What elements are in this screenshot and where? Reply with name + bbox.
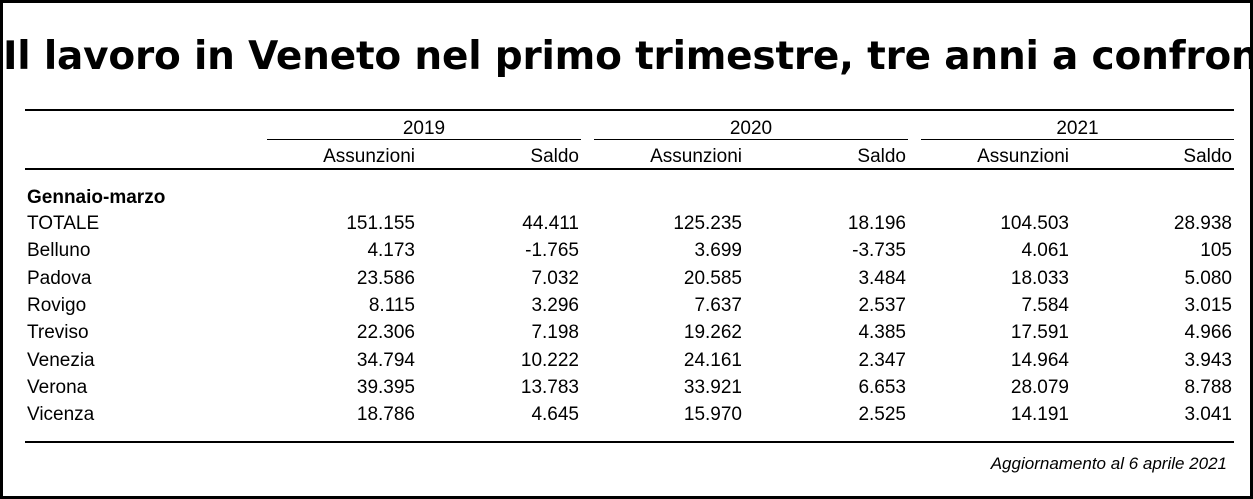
- table-cell: 6.653: [858, 377, 906, 398]
- table-cell: 2.537: [858, 295, 906, 316]
- table-cell: 3.041: [1184, 404, 1232, 425]
- subheader-assunzioni-2019: Assunzioni: [323, 146, 415, 167]
- table-cell: 125.235: [673, 213, 742, 234]
- table-cell: 104.503: [1000, 213, 1069, 234]
- table-cell: 20.585: [683, 268, 742, 289]
- table-cell: 18.196: [847, 213, 906, 234]
- table-cell: 105: [1200, 240, 1232, 261]
- table-cell: 28.079: [1010, 377, 1069, 398]
- table-cell: 14.191: [1010, 404, 1069, 425]
- table-cell: 4.385: [858, 322, 906, 343]
- row-label: Padova: [27, 268, 92, 289]
- table-cell: 3.699: [694, 240, 742, 261]
- row-label: Venezia: [27, 350, 95, 371]
- table-cell: 4.061: [1021, 240, 1069, 261]
- row-label: Belluno: [27, 240, 91, 261]
- subheader-saldo-2019: Saldo: [530, 146, 579, 167]
- table-cell: 7.584: [1021, 295, 1069, 316]
- subheader-assunzioni-2021: Assunzioni: [977, 146, 1069, 167]
- row-label: Rovigo: [27, 295, 87, 316]
- table-cell: 18.033: [1010, 268, 1069, 289]
- table-cell: 5.080: [1184, 268, 1232, 289]
- table-cell: 7.198: [531, 322, 579, 343]
- table-cell: 3.015: [1184, 295, 1232, 316]
- table-cell: 33.921: [683, 377, 742, 398]
- subheader-saldo-2021: Saldo: [1183, 146, 1232, 167]
- table-cell: 3.484: [858, 268, 906, 289]
- table-title: Il lavoro in Veneto nel primo trimestre,…: [3, 34, 1253, 79]
- section-label: Gennaio-marzo: [27, 187, 166, 208]
- table-cell: 22.306: [356, 322, 415, 343]
- table-cell: -3.735: [852, 240, 906, 261]
- table-cell: 8.115: [368, 295, 415, 316]
- table-cell: 39.395: [356, 377, 415, 398]
- year-rule-2019: [267, 139, 581, 140]
- top-rule: [25, 109, 1234, 111]
- table-cell: 7.032: [531, 268, 579, 289]
- row-label: Treviso: [27, 322, 89, 343]
- table-cell: 4.966: [1184, 322, 1232, 343]
- table-cell: 2.347: [858, 350, 906, 371]
- table-cell: 8.788: [1184, 377, 1232, 398]
- update-note: Aggiornamento al 6 aprile 2021: [990, 454, 1227, 473]
- header-rule: [25, 168, 1234, 170]
- table-cell: -1.765: [525, 240, 579, 261]
- row-label: Vicenza: [27, 404, 95, 425]
- subheader-assunzioni-2020: Assunzioni: [650, 146, 742, 167]
- year-header-2020: 2020: [729, 118, 773, 139]
- table-cell: 23.586: [356, 268, 415, 289]
- table-cell: 17.591: [1010, 322, 1069, 343]
- table-cell: 15.970: [683, 404, 742, 425]
- table-cell: 14.964: [1010, 350, 1069, 371]
- table-cell: 24.161: [683, 350, 742, 371]
- table-cell: 2.525: [858, 404, 906, 425]
- table-cell: 4.173: [367, 240, 415, 261]
- year-header-2019: 2019: [402, 118, 446, 139]
- table-cell: 3.943: [1184, 350, 1232, 371]
- table-cell: 10.222: [520, 350, 579, 371]
- row-label: TOTALE: [27, 213, 100, 234]
- table-cell: 44.411: [522, 213, 579, 234]
- year-rule-2021: [921, 139, 1234, 140]
- table-cell: 13.783: [520, 377, 579, 398]
- table-cell: 3.296: [531, 295, 579, 316]
- bottom-rule: [25, 441, 1234, 443]
- table-cell: 18.786: [356, 404, 415, 425]
- row-label: Verona: [27, 377, 88, 398]
- table-cell: 151.155: [346, 213, 415, 234]
- table-cell: 4.645: [531, 404, 579, 425]
- table-cell: 28.938: [1173, 213, 1232, 234]
- year-rule-2020: [594, 139, 908, 140]
- table-cell: 7.637: [694, 295, 742, 316]
- table-cell: 34.794: [356, 350, 415, 371]
- year-header-2021: 2021: [1056, 118, 1099, 139]
- subheader-saldo-2020: Saldo: [857, 146, 906, 167]
- table-cell: 19.262: [683, 322, 742, 343]
